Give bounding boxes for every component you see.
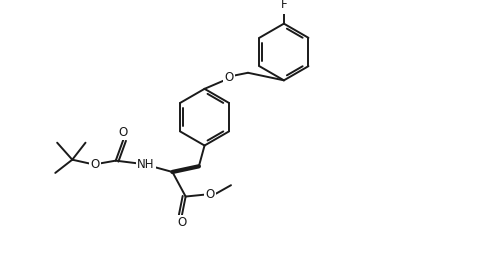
Text: O: O xyxy=(225,71,234,84)
Text: O: O xyxy=(205,188,215,201)
Text: O: O xyxy=(119,126,128,139)
Text: F: F xyxy=(281,0,287,11)
Text: O: O xyxy=(90,158,100,171)
Text: O: O xyxy=(177,216,186,230)
Text: NH: NH xyxy=(137,158,155,171)
